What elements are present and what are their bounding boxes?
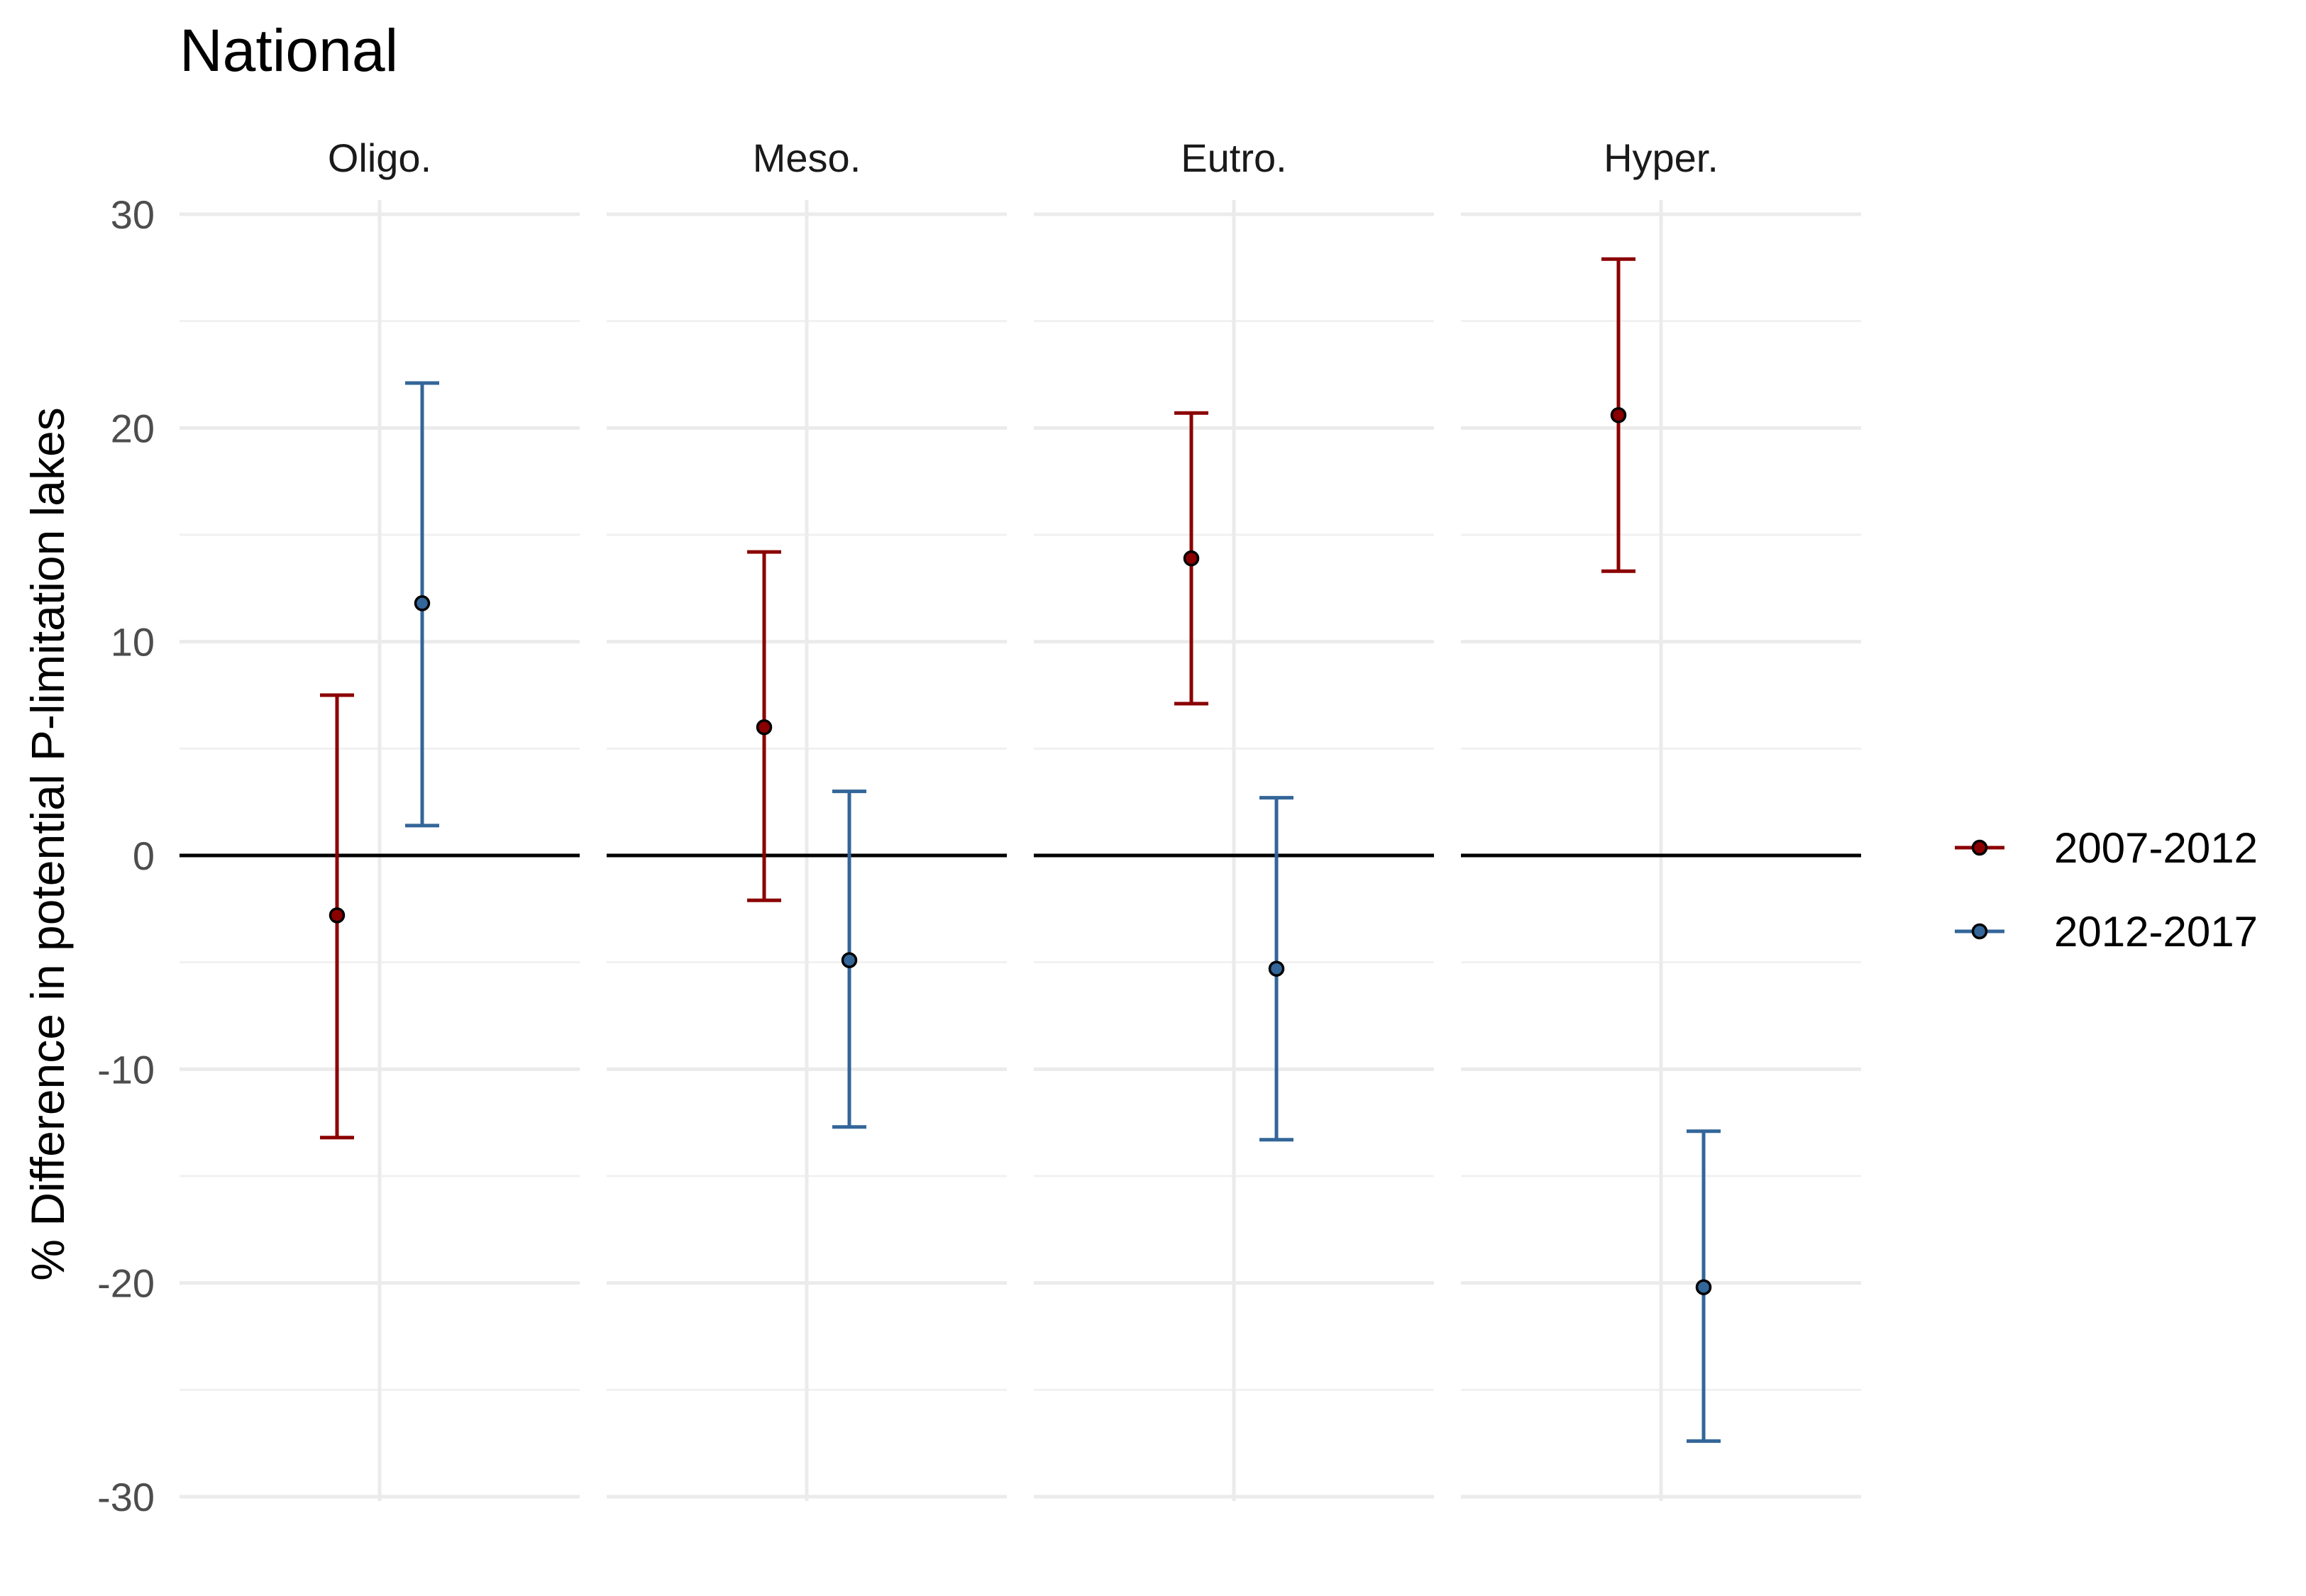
legend-label: 2012-2017 bbox=[2054, 908, 2258, 955]
panel-strip-label: Hyper. bbox=[1604, 135, 1719, 180]
errorbar-2012-2017-eutro bbox=[1259, 796, 1293, 1142]
errorbar-2012-2017-meso bbox=[832, 789, 866, 1129]
y-axis-title: % Difference in potential P-limitation l… bbox=[21, 407, 74, 1280]
panel-strip-label: Eutro. bbox=[1181, 135, 1286, 180]
panel-hyper: Hyper. bbox=[1461, 135, 1861, 1501]
data-point bbox=[1183, 550, 1200, 567]
panel-strip-label: Meso. bbox=[753, 135, 861, 180]
y-tick-label: -30 bbox=[97, 1475, 155, 1519]
plot-panels: Oligo. Meso. Eutro. Hyper. bbox=[180, 135, 1861, 1501]
data-point bbox=[841, 952, 858, 968]
legend-item-2007-2012: 2007-2012 bbox=[1955, 824, 2258, 872]
y-tick-label: -10 bbox=[97, 1047, 155, 1092]
data-point bbox=[756, 719, 773, 736]
errorbar-2007-2012-eutro bbox=[1174, 411, 1208, 706]
y-tick-label: 20 bbox=[111, 406, 155, 450]
data-point bbox=[1610, 407, 1627, 423]
legend-label: 2007-2012 bbox=[2054, 824, 2258, 872]
legend-key-point bbox=[1971, 923, 1988, 940]
chart-title: National bbox=[180, 17, 398, 84]
panel-eutro: Eutro. bbox=[1034, 135, 1434, 1501]
panel-strip-label: Oligo. bbox=[328, 135, 431, 180]
errorbar-2007-2012-oligo bbox=[320, 693, 354, 1140]
data-point bbox=[414, 595, 431, 611]
panel-oligo: Oligo. bbox=[180, 135, 580, 1501]
y-tick-label: 30 bbox=[111, 192, 155, 237]
y-axis: 30 20 10 0 -10 -20 -30 bbox=[97, 192, 155, 1519]
errorbar-2012-2017-hyper bbox=[1687, 1129, 1721, 1443]
y-tick-label: 0 bbox=[133, 833, 155, 878]
legend-item-2012-2017: 2012-2017 bbox=[1955, 908, 2258, 955]
data-point bbox=[1268, 960, 1285, 977]
errorbar-2012-2017-oligo bbox=[405, 381, 439, 828]
data-point bbox=[329, 907, 346, 924]
errorbar-2007-2012-meso bbox=[747, 550, 781, 902]
errorbar-2007-2012-hyper bbox=[1601, 257, 1635, 573]
legend-key-point bbox=[1971, 839, 1988, 856]
panel-meso: Meso. bbox=[607, 135, 1007, 1501]
legend: 2007-2012 2012-2017 bbox=[1955, 824, 2258, 955]
y-tick-label: 10 bbox=[111, 620, 155, 665]
data-point bbox=[1695, 1279, 1712, 1295]
y-tick-label: -20 bbox=[97, 1261, 155, 1306]
